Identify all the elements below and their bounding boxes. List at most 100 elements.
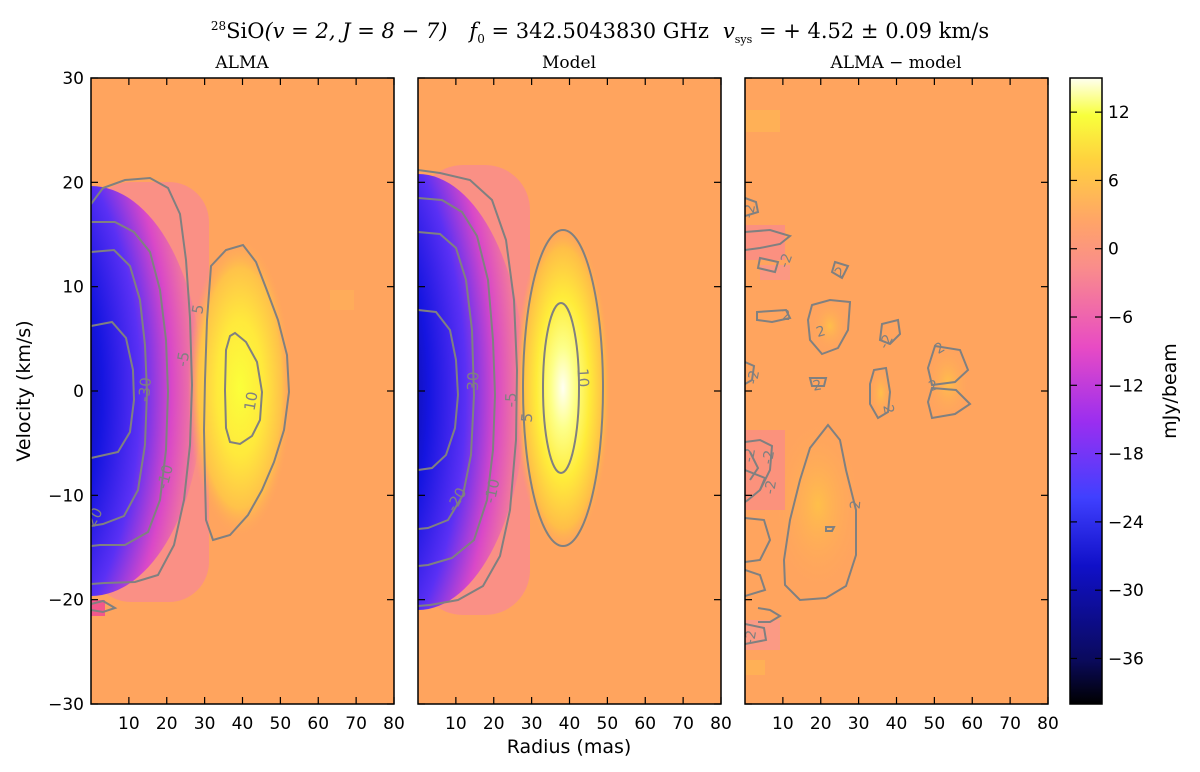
y-tick-label: 20 [62, 173, 84, 193]
contour [878, 318, 902, 346]
colorbar-ticks: 12 6 0 −6 −12 −18 −24 −30 −36 [1070, 103, 1144, 669]
x-tick-label: 50 [270, 714, 292, 734]
x-tick-label: 20 [810, 714, 832, 734]
x-tick-label: 50 [924, 714, 946, 734]
contour-label: -2 [741, 203, 759, 220]
contour-label: -2 [745, 369, 763, 386]
contour [745, 569, 767, 597]
heatmap-residual: -2 -2 2 2 2 -2 2 -2 2 2 2 -2 -2 -2 2 -2 [741, 78, 1048, 704]
contour [926, 344, 970, 387]
panel-title-alma: ALMA [214, 53, 269, 73]
contour [830, 260, 850, 280]
y-tick-label: 10 [62, 278, 84, 298]
x-tick-label: 70 [672, 714, 694, 734]
contour-plus-10 [542, 302, 580, 474]
contour-plus-5 [202, 243, 291, 542]
contour-label: -10 [153, 463, 177, 491]
x-tick-labels-residual: 10 20 30 40 50 60 70 80 [772, 714, 1059, 734]
contour-minus-5 [418, 169, 519, 607]
contour-label: 2 [879, 404, 896, 416]
contour-minus-10 [418, 197, 497, 567]
contour [806, 298, 852, 356]
contours-model [418, 169, 604, 607]
contour-minus-20 [91, 248, 149, 527]
contour-label: 5 [518, 412, 537, 423]
contour [745, 469, 767, 491]
heatmap-noise [330, 290, 354, 310]
heatmap-noise [812, 300, 848, 352]
colorbar-tick-label: −24 [1108, 513, 1144, 533]
x-tick-label: 10 [772, 714, 794, 734]
x-tick-label: 40 [886, 714, 908, 734]
contour [756, 308, 792, 324]
contour-minus-30 [418, 309, 460, 471]
colorbar-tick-label: −6 [1108, 308, 1133, 328]
x-tick-label: 30 [848, 714, 870, 734]
x-tick-label: 30 [521, 714, 543, 734]
contour-label: -2 [742, 629, 760, 646]
contour-minus-20 [418, 231, 476, 530]
contour-labels-alma: 5 -5 -30 10 -10 -20 [91, 303, 262, 535]
y-tick-label: −10 [48, 486, 84, 506]
emission-ring [515, 223, 611, 553]
x-tick-label: 40 [232, 714, 254, 734]
contour [869, 366, 892, 420]
x-tick-labels-model: 10 20 30 40 50 60 70 80 [445, 714, 732, 734]
heatmap-background [745, 78, 1048, 704]
panel-title-model: Model [542, 53, 596, 73]
contour [745, 438, 774, 503]
contour [757, 607, 782, 623]
x-tick-label: 10 [118, 714, 140, 734]
x-tick-label: 80 [710, 714, 732, 734]
colorbar-tick-label: 12 [1108, 103, 1130, 123]
x-tick-label: 70 [345, 714, 367, 734]
contour-label: 2 [812, 377, 824, 394]
contour-label: -2 [762, 479, 780, 496]
absorption-core [418, 174, 526, 610]
ticks-model [418, 77, 722, 705]
y-tick-label: −30 [48, 695, 84, 715]
colorbar-tick-label: −30 [1108, 581, 1144, 601]
contour-label: 5 [188, 303, 207, 316]
heatmap-model: -30 10 5 -5 -10 -20 [418, 78, 721, 704]
x-tick-label: 60 [307, 714, 329, 734]
colorbar-tick-label: −18 [1108, 445, 1144, 465]
x-tick-label: 40 [559, 714, 581, 734]
contour-label: -2 [876, 332, 897, 352]
contour-label: -5 [502, 392, 521, 408]
colorbar-label: mJy/beam [1159, 343, 1181, 439]
contour-label: 2 [782, 308, 791, 324]
contour-label: -10 [481, 477, 504, 505]
y-tick-label: 0 [73, 382, 84, 402]
ticks-residual [745, 77, 1049, 705]
heatmap-noise [772, 415, 864, 595]
contour [745, 623, 768, 645]
contour [782, 423, 857, 602]
colorbar-tick-label: −36 [1108, 649, 1144, 669]
contour [745, 197, 760, 217]
contour-label: -2 [741, 447, 759, 464]
contour-minus-5-small [91, 599, 118, 614]
colorbar-tick-label: −12 [1108, 376, 1144, 396]
x-tick-label: 80 [1037, 714, 1059, 734]
y-tick-labels: −30 −20 −10 0 10 20 30 [48, 69, 84, 715]
x-axis-label: Radius (mas) [507, 736, 632, 758]
x-tick-label: 60 [961, 714, 983, 734]
contour [745, 228, 793, 251]
contour [745, 361, 756, 385]
contour [825, 526, 836, 532]
panel-residual: ALMA − model [741, 53, 1059, 734]
figure-title: 28SiO(v = 2, J = 8 − 7) f0 = 342.5043830 … [211, 19, 989, 46]
contour-label: -2 [776, 251, 796, 270]
ticks-alma [91, 77, 395, 705]
contour [745, 517, 772, 563]
contours-alma [91, 176, 291, 614]
contour-label: -5 [173, 350, 193, 368]
contour [808, 377, 828, 387]
contour [926, 386, 972, 420]
colorbar: 12 6 0 −6 −12 −18 −24 −30 −36 mJy/beam [1069, 77, 1181, 705]
heatmap-noise [745, 110, 780, 132]
contour-minus-5 [91, 176, 194, 585]
panel-title-residual: ALMA − model [829, 53, 961, 73]
